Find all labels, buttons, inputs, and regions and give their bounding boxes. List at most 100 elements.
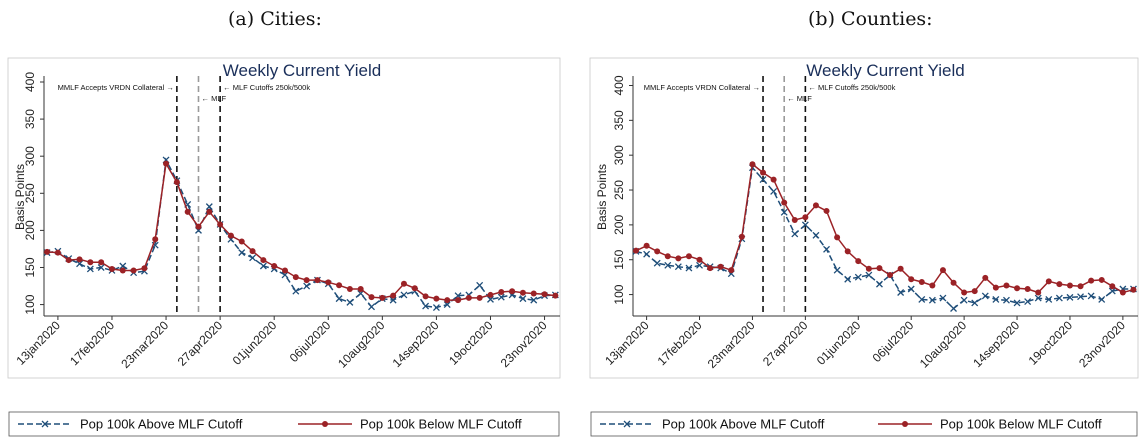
data-point (454, 292, 462, 300)
data-point (97, 264, 105, 271)
data-point (707, 265, 714, 272)
y-tick-label: 200 (612, 215, 626, 235)
legend-box (8, 411, 560, 437)
legend-swatch-marker (322, 421, 328, 427)
event-label: MMLF Accepts VRDN Collateral → (58, 83, 174, 92)
data-point (1024, 298, 1032, 306)
y-axis-label: Basis Points (13, 164, 27, 230)
x-tick-label: 17feb2020 (67, 318, 117, 368)
data-point (281, 271, 289, 279)
data-point (465, 294, 472, 301)
data-point (292, 287, 300, 295)
data-point (54, 249, 61, 256)
data-point (98, 259, 105, 266)
x-tick-label: 19oct2020 (1026, 318, 1076, 368)
data-point (238, 249, 246, 257)
series-line (635, 162, 1134, 294)
x-tick-label: 23nov2020 (498, 318, 550, 370)
x-tick-label: 01jun2020 (230, 318, 280, 368)
data-point (1055, 294, 1063, 302)
data-point (982, 274, 989, 281)
chart-frame (589, 57, 1139, 379)
y-tick-label: 100 (612, 284, 626, 304)
data-point (432, 304, 440, 312)
x-tick-label: 14sep2020 (970, 318, 1022, 370)
data-point (918, 295, 926, 303)
y-tick-label: 150 (23, 257, 37, 277)
data-point (717, 263, 724, 270)
data-point (271, 263, 278, 269)
data-point (76, 256, 83, 263)
data-point (1130, 286, 1137, 293)
data-point (498, 288, 505, 295)
data-point (346, 286, 353, 292)
data-point (1024, 286, 1031, 292)
data-point (674, 263, 682, 271)
data-point (336, 282, 343, 289)
legend-box (590, 411, 1138, 437)
event-label: ← MLF (201, 94, 226, 103)
data-point (865, 271, 873, 279)
data-point (400, 291, 408, 299)
data-point (1014, 285, 1021, 292)
data-point (865, 265, 872, 272)
data-point (1087, 292, 1095, 300)
data-point (950, 305, 957, 312)
legend-label: Pop 100k Below MLF Cutoff (360, 417, 522, 432)
data-point (1013, 299, 1021, 307)
data-point (844, 275, 852, 283)
data-point (76, 260, 83, 268)
data-point (1066, 282, 1073, 289)
data-point (509, 288, 516, 295)
data-point (653, 259, 661, 267)
x-tick-label: 06jul2020 (870, 318, 917, 365)
data-point (141, 265, 148, 272)
data-point (823, 245, 830, 253)
data-point (325, 279, 332, 286)
data-point (875, 280, 883, 288)
data-point (1108, 287, 1116, 295)
data-point (876, 265, 883, 272)
data-point (238, 238, 245, 245)
data-point (379, 294, 386, 301)
data-point (152, 236, 159, 243)
x-tick-label: 23mar2020 (705, 318, 758, 371)
data-point (444, 297, 451, 304)
data-point (1098, 276, 1105, 283)
data-point (812, 231, 820, 239)
data-point (455, 297, 462, 304)
data-point (971, 299, 979, 307)
data-point (770, 176, 777, 183)
y-tick-label: 100 (23, 294, 37, 314)
chart-title: Weekly Current Yield (806, 61, 964, 80)
data-point (834, 234, 841, 241)
data-point (1098, 295, 1106, 303)
data-point (887, 272, 894, 279)
data-point (346, 298, 354, 306)
data-point (184, 208, 191, 215)
data-point (1119, 289, 1126, 296)
data-point (314, 277, 321, 284)
data-point (86, 265, 94, 273)
data-point (368, 303, 375, 311)
data-point (422, 293, 429, 300)
data-point (643, 242, 650, 249)
data-point (633, 247, 640, 254)
data-point (696, 261, 703, 269)
chart-title: Weekly Current Yield (223, 61, 381, 80)
panel-caption-cities: (a) Cities: (228, 8, 322, 30)
y-tick-label: 200 (23, 220, 37, 240)
data-point (173, 179, 180, 186)
data-point (696, 256, 703, 263)
data-point (443, 301, 451, 309)
data-point (476, 281, 484, 289)
data-point (541, 291, 548, 298)
x-tick-label: 13jan2020 (13, 318, 63, 368)
legend-swatch-marker (902, 421, 908, 427)
legend-label: Pop 100k Above MLF Cutoff (80, 417, 243, 432)
x-tick-label: 10aug2020 (917, 318, 970, 371)
legend-label: Pop 100k Above MLF Cutoff (662, 417, 825, 432)
data-point (664, 261, 672, 269)
x-tick-label: 23mar2020 (118, 318, 171, 371)
data-point (487, 291, 494, 298)
